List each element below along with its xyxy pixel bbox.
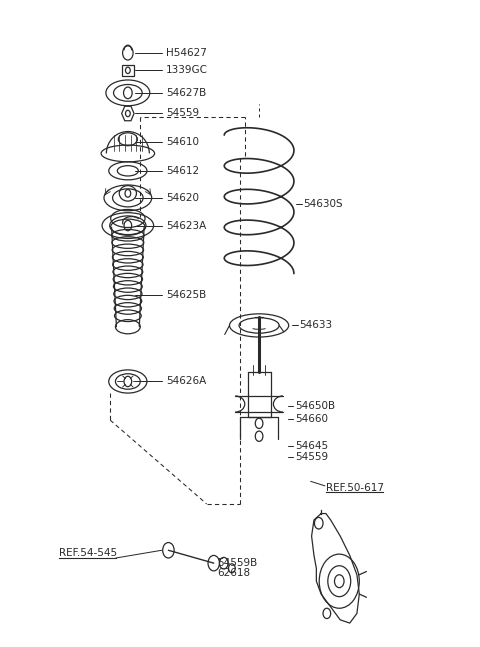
Text: 54627B: 54627B (166, 88, 206, 98)
Text: 54633: 54633 (300, 320, 333, 331)
Text: 54610: 54610 (166, 137, 199, 147)
Text: 54559B: 54559B (217, 558, 257, 568)
Text: 54559: 54559 (295, 452, 328, 463)
Text: REF.50-617: REF.50-617 (326, 483, 384, 493)
Text: 62618: 62618 (217, 569, 250, 578)
Text: 54620: 54620 (166, 193, 199, 203)
Text: REF.54-545: REF.54-545 (59, 549, 117, 558)
Text: H54627: H54627 (166, 48, 207, 58)
Text: 54660: 54660 (295, 414, 328, 424)
Text: 54625B: 54625B (166, 289, 206, 300)
Text: 54623A: 54623A (166, 221, 206, 230)
Text: 54630S: 54630S (303, 199, 343, 210)
Text: 1339GC: 1339GC (166, 65, 208, 75)
Text: 54612: 54612 (166, 166, 199, 176)
Text: 54626A: 54626A (166, 377, 206, 386)
Text: 54650B: 54650B (295, 401, 335, 411)
Text: 54559: 54559 (166, 109, 199, 118)
Text: 54645: 54645 (295, 441, 328, 451)
